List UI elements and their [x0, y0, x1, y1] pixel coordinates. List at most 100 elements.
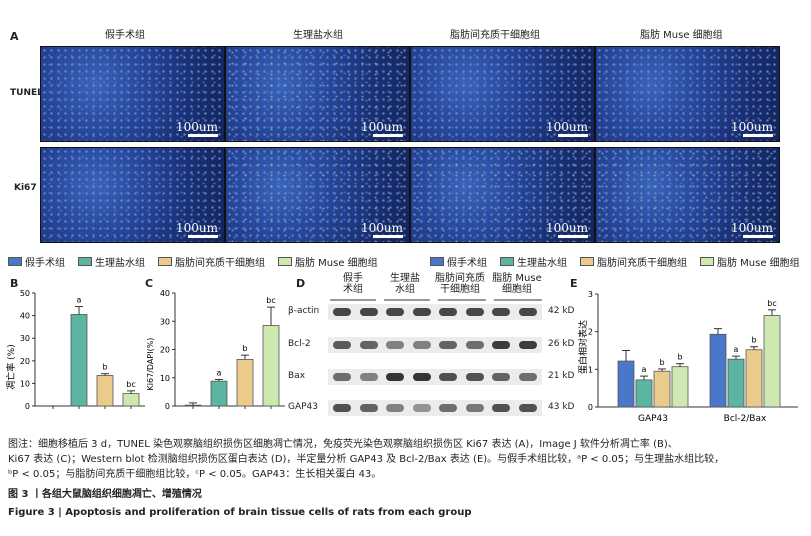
col-header-sham: 假手术组 — [105, 30, 145, 41]
chart-c-tick-label: 40 — [160, 289, 170, 298]
legend-swatch — [8, 257, 22, 266]
chart-c-bar — [262, 325, 280, 407]
chart-e-tick-label: 1 — [588, 365, 593, 374]
chart-e-bar — [617, 360, 635, 408]
blot-band — [386, 404, 404, 412]
legend-left: 假手术组 生理盐水组 脂肪间充质干细胞组 脂肪 Muse 细胞组 — [8, 254, 378, 269]
blot-band — [412, 373, 431, 381]
chart-b-bar — [122, 393, 140, 407]
chart-b-tick-label: 10 — [20, 379, 30, 388]
blot-group-sham: 假手 术组 — [343, 273, 363, 295]
legend-swatch — [78, 257, 92, 266]
chart-b-tick-label: 50 — [20, 289, 30, 298]
blot-band — [518, 308, 537, 316]
legend-label: 生理盐水组 — [95, 258, 145, 269]
blot-band — [359, 308, 378, 316]
legend-swatch — [278, 257, 292, 266]
legend-swatch — [700, 257, 714, 266]
blot-band — [359, 341, 378, 349]
chart-b-ylabel: 凋亡率 (%) — [5, 344, 17, 389]
chart-e-sig-label: b — [677, 353, 682, 362]
chart-b-bar — [96, 375, 114, 407]
chart-e-sig-label: a — [642, 365, 647, 374]
blot-size-label: 42 kD — [548, 306, 575, 316]
chart-b-bar — [70, 314, 88, 407]
row-label-ki67: Ki67 — [14, 183, 37, 193]
legend-swatch — [500, 257, 514, 266]
blot-band — [439, 404, 457, 412]
caption-note-line3: ᵇP < 0.05；与脂肪间充质干细胞组比较，ᶜP < 0.05。GAP43：生… — [8, 469, 382, 480]
chart-e: 蛋白相对表达 0 1 2 3 a b b GAP43 a b bc Bcl-2/Bax — [577, 290, 798, 422]
chart-c-sig-label: a — [217, 368, 222, 377]
chart-e-bar — [635, 379, 653, 408]
legend-label: 生理盐水组 — [517, 258, 567, 269]
legend-label: 假手术组 — [25, 258, 65, 269]
chart-e-bar — [709, 333, 727, 408]
legend-swatch — [158, 257, 172, 266]
chart-c-tick-label: 30 — [160, 317, 170, 326]
blot-group-underlines — [330, 299, 542, 301]
blot-strip — [328, 337, 542, 353]
blot-band — [465, 373, 484, 381]
chart-c: Ki67/DAPI(%) 0 10 20 30 40 a b bc — [146, 289, 285, 411]
scale-bar: 100um — [361, 222, 403, 238]
blot-band — [492, 373, 510, 381]
blot-band — [412, 404, 431, 412]
blot-band — [359, 404, 378, 412]
blot-band — [492, 308, 510, 316]
blot-band — [465, 308, 484, 316]
legend-right: 假手术组 生理盐水组 脂肪间充质干细胞组 脂肪 Muse 细胞组 — [430, 254, 800, 269]
chart-e-sig-label: bc — [767, 299, 776, 308]
chart-b-sig-label: a — [77, 296, 82, 305]
blot-band — [333, 373, 351, 381]
panel-e-letter: E — [570, 277, 578, 290]
chart-c-ylabel: Ki67/DAPI(%) — [146, 338, 155, 391]
blot-protein-label: β-actin — [288, 306, 320, 316]
chart-e-bar — [763, 315, 781, 408]
chart-c-bar — [236, 358, 254, 407]
col-header-saline: 生理盐水组 — [293, 30, 343, 41]
chart-e-tick-label: 0 — [588, 403, 593, 412]
blot-band — [412, 308, 431, 316]
panel-d-letter: D — [296, 277, 306, 290]
chart-e-bar — [727, 358, 745, 408]
scale-bar: 100um — [546, 222, 588, 238]
micrograph-ki67-sham: 100um — [40, 147, 225, 243]
figure-title-cn: 图 3 丨各组大鼠脑组织细胞凋亡、增殖情况 — [8, 489, 202, 500]
scale-bar: 100um — [731, 222, 773, 238]
legend-label: 脂肪 Muse 细胞组 — [717, 258, 800, 269]
blot-band — [333, 404, 351, 412]
chart-b-tick-label: 20 — [20, 357, 30, 366]
col-header-muse: 脂肪 Muse 细胞组 — [640, 30, 723, 41]
blot-band — [333, 308, 351, 316]
chart-e-bar — [653, 370, 671, 408]
legend-label: 脂肪间充质干细胞组 — [597, 258, 687, 269]
row-label-tunel: TUNEL — [10, 88, 43, 98]
blot-size-label: 26 kD — [548, 339, 575, 349]
blot-band — [518, 373, 537, 381]
blot-band — [518, 404, 537, 412]
micrograph-ki67-adsc: 100um — [410, 147, 595, 243]
chart-e-category-label: GAP43 — [638, 414, 668, 422]
blot-protein-label: GAP43 — [288, 402, 319, 412]
legend-label: 脂肪间充质干细胞组 — [175, 258, 265, 269]
micrograph-tunel-muse: 100um — [595, 46, 780, 142]
chart-e-category-label: Bcl-2/Bax — [724, 414, 767, 422]
blot-band — [333, 341, 351, 349]
blot-band — [518, 341, 537, 349]
micrograph-ki67-saline: 100um — [225, 147, 410, 243]
blot-band — [439, 341, 457, 349]
chart-e-ylabel: 蛋白相对表达 — [577, 320, 589, 374]
chart-e-sig-label: a — [734, 345, 739, 354]
blot-band — [386, 373, 404, 381]
chart-c-tick-label: 10 — [160, 374, 170, 383]
panel-c-letter: C — [145, 277, 154, 290]
blot-band — [492, 404, 510, 412]
blot-band — [465, 404, 484, 412]
legend-swatch — [580, 257, 594, 266]
blot-band — [465, 341, 484, 349]
chart-c-tick-label: 0 — [165, 402, 170, 411]
blot-band — [386, 308, 404, 316]
blot-band — [359, 373, 378, 381]
chart-c-sig-label: bc — [266, 296, 275, 305]
